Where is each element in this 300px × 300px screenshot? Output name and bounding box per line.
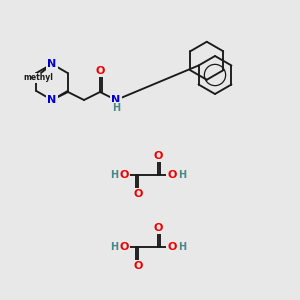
Text: H: H — [178, 170, 186, 180]
Text: H: H — [112, 103, 120, 113]
Text: O: O — [167, 242, 177, 252]
Text: O: O — [133, 189, 143, 199]
Text: H: H — [178, 242, 186, 252]
Text: O: O — [119, 170, 129, 180]
Text: N: N — [111, 95, 121, 105]
Text: O: O — [133, 261, 143, 271]
Text: H: H — [110, 242, 118, 252]
Text: O: O — [95, 66, 105, 76]
Text: O: O — [167, 170, 177, 180]
Text: N: N — [47, 59, 57, 69]
Text: O: O — [153, 223, 163, 233]
Text: methyl: methyl — [23, 74, 53, 82]
Text: H: H — [110, 170, 118, 180]
Text: O: O — [153, 151, 163, 161]
Text: O: O — [119, 242, 129, 252]
Text: N: N — [47, 95, 57, 105]
